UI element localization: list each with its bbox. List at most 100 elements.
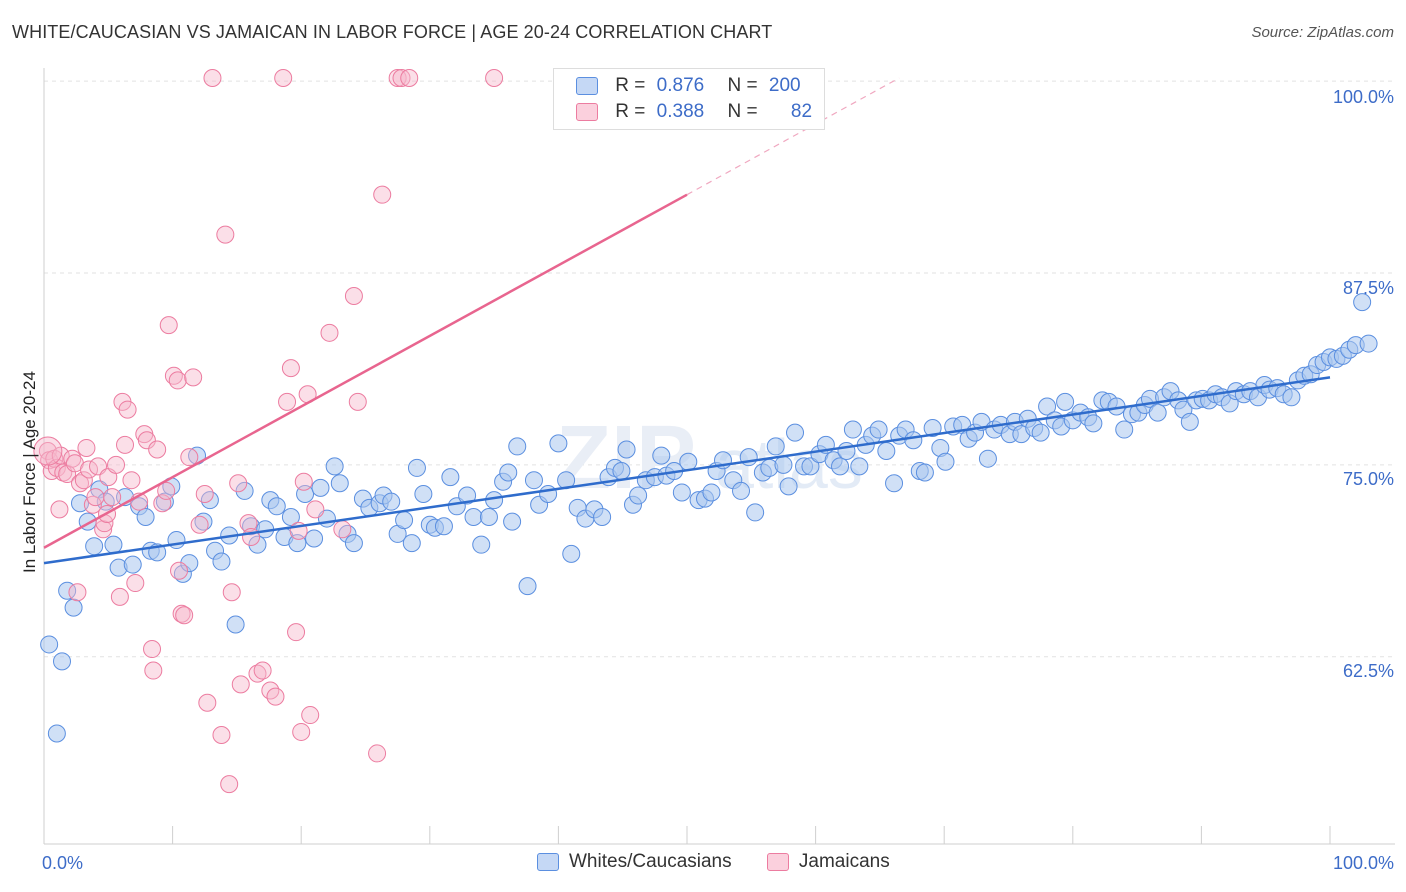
axes <box>43 68 1395 845</box>
point-white <box>869 420 888 439</box>
point-white <box>344 534 363 553</box>
point-jamaican <box>344 286 363 305</box>
legend-n-label: N = <box>727 75 758 96</box>
source-label: Source: ZipAtlas.com <box>1251 24 1394 41</box>
y-tick-100: 100.0% <box>1332 87 1394 107</box>
point-jamaican <box>110 587 129 606</box>
point-white <box>458 486 477 505</box>
y-axis-label: In Labor Force | Age 20-24 <box>20 371 39 573</box>
point-jamaican <box>333 520 352 539</box>
point-white <box>71 494 90 513</box>
series-whites <box>40 293 1378 743</box>
point-white <box>226 615 245 634</box>
point-jamaican <box>94 520 113 539</box>
point-white <box>539 485 558 504</box>
point-jamaican <box>294 472 313 491</box>
point-white <box>774 455 793 474</box>
point-jamaican <box>144 661 163 680</box>
point-jamaican <box>77 438 96 457</box>
point-jamaican <box>274 69 293 87</box>
point-white <box>395 511 414 530</box>
point-white <box>1353 293 1372 312</box>
point-white <box>382 492 401 511</box>
point-jamaican <box>292 722 311 741</box>
point-jamaican <box>368 744 387 763</box>
point-white <box>885 474 904 493</box>
point-white <box>679 452 698 471</box>
series-jamaicans <box>33 69 504 794</box>
bottom-legend-swatch-whites <box>537 852 559 871</box>
point-white <box>978 449 997 468</box>
point-jamaican <box>175 606 194 625</box>
point-jamaican <box>373 185 392 204</box>
point-white <box>904 431 923 450</box>
bottom-legend-swatch-jamaicans <box>766 852 789 871</box>
point-jamaican <box>203 69 222 87</box>
point-jamaican <box>157 481 176 500</box>
point-jamaican <box>195 485 214 504</box>
point-jamaican <box>231 675 250 694</box>
point-white <box>40 635 59 654</box>
point-jamaican <box>198 693 217 712</box>
point-jamaican <box>239 514 258 533</box>
point-white <box>1115 420 1134 439</box>
point-jamaican <box>348 392 367 411</box>
point-white <box>850 457 869 476</box>
legend-n-value-whites: 200 <box>768 75 801 96</box>
grid-lines <box>44 80 1395 658</box>
legend-box: R = 0.876 N = 200 R = 0.388 N = 82 <box>553 68 825 130</box>
point-white <box>617 440 636 459</box>
point-jamaican <box>212 726 231 745</box>
point-white <box>53 652 72 671</box>
point-jamaican <box>184 368 203 387</box>
point-jamaican <box>170 561 189 580</box>
point-jamaican <box>306 500 325 519</box>
point-jamaican <box>74 471 93 490</box>
legend-r-value-jamaicans: 0.388 <box>656 101 705 122</box>
trend-line-jamaicans-extension <box>686 77 900 196</box>
point-white <box>593 508 612 527</box>
point-white <box>136 508 155 527</box>
point-white <box>1038 397 1057 416</box>
point-white <box>499 463 518 482</box>
point-white <box>629 486 648 505</box>
point-white <box>831 457 850 476</box>
point-jamaican <box>253 661 272 680</box>
point-white <box>766 437 785 456</box>
point-white <box>281 508 300 527</box>
point-white <box>441 468 460 487</box>
point-jamaican <box>248 664 267 683</box>
point-jamaican <box>63 449 82 468</box>
legend-row-jamaicans: R = 0.388 N = 82 <box>576 101 812 125</box>
point-jamaican <box>33 436 63 466</box>
point-white <box>672 483 691 502</box>
point-white <box>472 535 491 554</box>
point-jamaican <box>116 435 135 454</box>
point-white <box>248 535 267 554</box>
point-jamaican <box>180 448 199 467</box>
y-tick-62-5: 62.5% <box>1342 661 1394 681</box>
point-jamaican <box>168 371 187 390</box>
point-jamaican <box>107 455 126 474</box>
point-jamaican <box>281 359 300 378</box>
point-white <box>612 461 631 480</box>
bottom-legend-whites: Whites/Caucasians <box>569 851 732 872</box>
point-jamaican <box>86 488 105 507</box>
point-jamaican <box>229 474 248 493</box>
point-white <box>1031 423 1050 442</box>
x-tick-max: 100.0% <box>1332 853 1394 873</box>
point-jamaican <box>222 583 241 602</box>
bottom-legend: Whites/Caucasians Jamaicans <box>537 851 890 873</box>
point-jamaican <box>50 500 69 519</box>
point-jamaican <box>242 527 261 546</box>
trend-line-jamaicans <box>43 193 688 549</box>
point-white <box>936 452 955 471</box>
point-white <box>1282 388 1301 407</box>
point-jamaican <box>159 316 178 335</box>
bottom-legend-jamaicans: Jamaicans <box>798 851 890 872</box>
point-jamaican <box>266 687 285 706</box>
point-jamaican <box>68 583 87 602</box>
point-white <box>1359 334 1378 353</box>
point-white <box>1148 403 1167 422</box>
